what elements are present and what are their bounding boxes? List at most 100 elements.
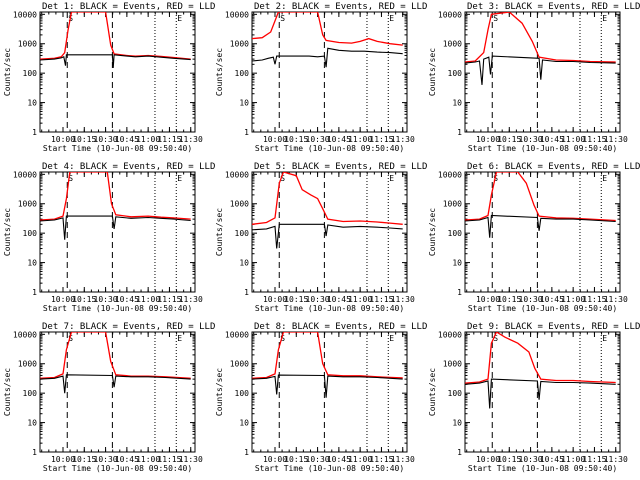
- y-tick-label: 10000: [13, 10, 37, 19]
- panel-title: Det 3: BLACK = Events, RED = LLD: [467, 2, 640, 12]
- y-tick-label: 1: [244, 128, 249, 137]
- x-axis-label: Start Time (10-Jun-08 09:50:40): [468, 464, 617, 473]
- series-line-events: [465, 378, 616, 409]
- x-tick-label: 10:15: [497, 135, 521, 144]
- x-tick-label: 10:15: [284, 455, 308, 464]
- series-line-events: [252, 223, 403, 249]
- interval-marker-label: E: [602, 14, 607, 23]
- x-tick-label: 11:00: [136, 135, 160, 144]
- x-tick-label: 10:00: [476, 295, 500, 304]
- series-line-lld: [465, 172, 616, 222]
- plot-frame: [39, 331, 196, 453]
- x-tick-label: 10:45: [327, 295, 351, 304]
- x-axis-label: Start Time (10-Jun-08 09:50:40): [255, 464, 404, 473]
- x-tick-label: 11:15: [582, 135, 606, 144]
- interval-marker-label: E: [389, 334, 394, 343]
- x-tick-label: 10:45: [115, 295, 139, 304]
- y-axis-label: Counts/sec: [215, 208, 224, 256]
- panel-title: Det 8: BLACK = Events, RED = LLD: [254, 322, 427, 332]
- x-tick-label: 10:30: [519, 135, 543, 144]
- x-tick-label: 10:45: [327, 455, 351, 464]
- x-tick-label: 10:15: [72, 295, 96, 304]
- x-axis-label: Start Time (10-Jun-08 09:50:40): [255, 304, 404, 313]
- x-tick-label: 10:00: [476, 455, 500, 464]
- x-axis-label: Start Time (10-Jun-08 09:50:40): [43, 144, 192, 153]
- detector-panel-5: Det 5: BLACK = Events, RED = LLD 1 10 100 10…: [215, 162, 427, 313]
- series-line-lld: [40, 172, 191, 221]
- y-tick-label: 10: [239, 419, 249, 428]
- x-tick-label: 11:00: [348, 295, 372, 304]
- series-line-events: [252, 374, 403, 398]
- detector-panel-3: Det 3: BLACK = Events, RED = LLD 1 10 100 10…: [428, 2, 640, 153]
- panel-title: Det 1: BLACK = Events, RED = LLD: [42, 2, 215, 12]
- panel-title: Det 4: BLACK = Events, RED = LLD: [42, 162, 215, 172]
- series-line-lld: [465, 12, 616, 63]
- x-tick-label: 11:30: [391, 455, 415, 464]
- x-tick-label: 11:15: [369, 455, 393, 464]
- plot-frame: [39, 171, 196, 293]
- x-tick-label: 10:45: [540, 295, 564, 304]
- x-tick-label: 10:00: [263, 135, 287, 144]
- y-tick-label: 100: [23, 229, 38, 238]
- x-tick-label: 11:30: [179, 295, 203, 304]
- x-tick-label: 10:00: [51, 455, 75, 464]
- y-axis-label: Counts/sec: [215, 48, 224, 96]
- x-tick-label: 11:00: [136, 295, 160, 304]
- y-tick-label: 10000: [438, 10, 462, 19]
- y-tick-label: 1000: [230, 40, 249, 49]
- x-axis-label: Start Time (10-Jun-08 09:50:40): [43, 304, 192, 313]
- x-tick-label: 11:00: [348, 455, 372, 464]
- y-tick-label: 1: [457, 128, 462, 137]
- interval-marker-label: E: [177, 174, 182, 183]
- y-tick-label: 10000: [13, 330, 37, 339]
- x-tick-label: 11:00: [561, 295, 585, 304]
- x-tick-label: 11:30: [391, 295, 415, 304]
- interval-marker-label: S: [493, 334, 498, 343]
- interval-marker-label: E: [389, 174, 394, 183]
- x-tick-label: 10:30: [306, 295, 330, 304]
- y-axis-label: Counts/sec: [428, 368, 437, 416]
- detector-panel-7: Det 7: BLACK = Events, RED = LLD 1 10 100 10…: [3, 322, 215, 473]
- y-tick-label: 10000: [225, 10, 249, 19]
- x-tick-label: 11:15: [157, 455, 181, 464]
- y-tick-label: 10: [239, 259, 249, 268]
- y-tick-label: 100: [235, 389, 250, 398]
- y-tick-label: 10000: [438, 330, 462, 339]
- series-line-lld: [252, 172, 403, 225]
- series-line-events: [252, 47, 403, 68]
- y-tick-label: 1000: [230, 360, 249, 369]
- x-tick-label: 10:45: [115, 135, 139, 144]
- y-tick-label: 10: [27, 419, 37, 428]
- detector-panel-4: Det 4: BLACK = Events, RED = LLD 1 10 100 10…: [3, 162, 215, 313]
- x-tick-label: 11:30: [604, 135, 628, 144]
- panel-title: Det 9: BLACK = Events, RED = LLD: [467, 322, 640, 332]
- interval-marker-label: E: [177, 334, 182, 343]
- detector-panel-8: Det 8: BLACK = Events, RED = LLD 1 10 100 10…: [215, 322, 427, 473]
- x-axis-label: Start Time (10-Jun-08 09:50:40): [468, 304, 617, 313]
- series-line-lld: [252, 332, 403, 379]
- y-tick-label: 10000: [13, 170, 37, 179]
- x-tick-label: 10:30: [519, 295, 543, 304]
- y-tick-label: 10000: [225, 170, 249, 179]
- plot-frame: [464, 171, 621, 293]
- series-line-events: [465, 55, 616, 85]
- y-tick-label: 1: [32, 128, 37, 137]
- x-tick-label: 10:15: [284, 135, 308, 144]
- y-tick-label: 10: [27, 99, 37, 108]
- x-tick-label: 10:30: [94, 295, 118, 304]
- x-tick-label: 11:00: [561, 455, 585, 464]
- y-axis-label: Counts/sec: [3, 368, 12, 416]
- series-line-events: [40, 374, 191, 394]
- x-tick-label: 10:45: [115, 455, 139, 464]
- y-axis-label: Counts/sec: [428, 48, 437, 96]
- x-tick-label: 10:15: [497, 295, 521, 304]
- interval-marker-label: S: [493, 174, 498, 183]
- x-tick-label: 10:00: [51, 295, 75, 304]
- y-tick-label: 100: [235, 69, 250, 78]
- series-line-events: [40, 54, 191, 69]
- y-tick-label: 10: [239, 99, 249, 108]
- plot-frame: [464, 331, 621, 453]
- x-tick-label: 10:15: [284, 295, 308, 304]
- x-tick-label: 10:00: [263, 455, 287, 464]
- y-tick-label: 1: [244, 288, 249, 297]
